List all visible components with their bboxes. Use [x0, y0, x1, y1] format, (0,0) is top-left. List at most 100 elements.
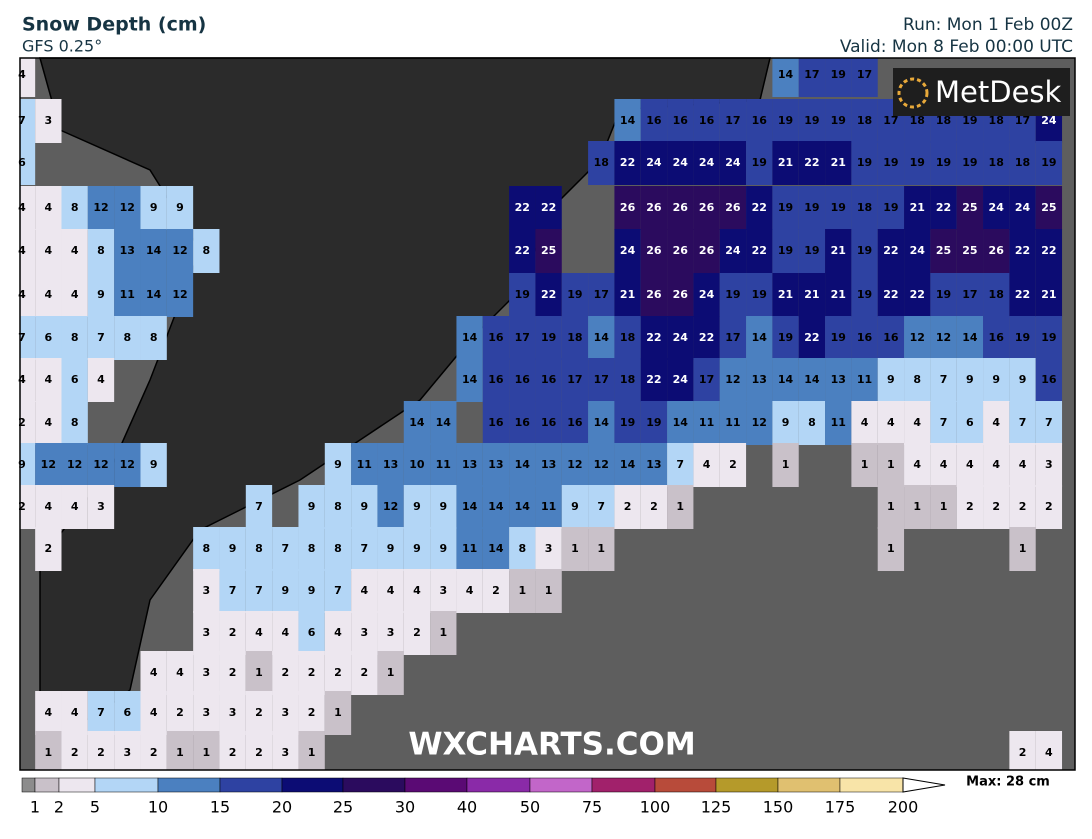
value-label: 26: [646, 201, 662, 214]
value-label: 19: [778, 201, 793, 214]
value-label: 1: [597, 542, 605, 555]
snow-cell: [772, 58, 799, 97]
snow-cell: [746, 99, 773, 143]
value-label: 6: [45, 331, 53, 344]
snow-cell: [324, 691, 352, 735]
value-label: 24: [989, 201, 1005, 214]
snow-cell: [377, 443, 404, 487]
value-label: 24: [1041, 114, 1057, 127]
snow-cell: [193, 611, 220, 655]
value-label: 8: [202, 542, 210, 555]
snow-cell: [35, 358, 62, 402]
value-label: 4: [18, 244, 26, 257]
snow-cell: [535, 485, 562, 529]
value-label: 11: [831, 416, 846, 429]
value-label: 19: [910, 156, 925, 169]
snow-cell: [956, 485, 984, 529]
snow-cell: [588, 316, 615, 360]
value-label: 7: [1019, 416, 1027, 429]
snow-cell: [825, 316, 852, 360]
snow-cell: [588, 485, 615, 529]
value-label: 19: [804, 201, 819, 214]
value-label: 3: [45, 114, 53, 127]
value-label: 2: [492, 584, 500, 597]
value-label: 18: [989, 156, 1004, 169]
snow-cell: [851, 186, 878, 230]
value-label: 9: [150, 201, 158, 214]
snow-cell: [1009, 731, 1036, 770]
value-label: 13: [646, 458, 661, 471]
value-label: 4: [940, 458, 948, 471]
snow-cell: [904, 273, 931, 317]
snow-cell: [535, 401, 562, 445]
value-label: 11: [725, 416, 740, 429]
value-label: 10: [409, 458, 425, 471]
snow-cell: [693, 358, 720, 402]
snow-cell: [904, 401, 931, 445]
value-label: 4: [255, 626, 263, 639]
value-label: 12: [567, 458, 582, 471]
value-label: 7: [97, 706, 105, 719]
snow-cell: [456, 527, 483, 571]
snow-cell: [166, 691, 194, 735]
value-label: 1: [1019, 542, 1027, 555]
snow-cell: [219, 569, 246, 613]
snow-cell: [20, 443, 36, 487]
snow-cell: [35, 691, 62, 735]
value-label: 16: [857, 331, 873, 344]
colorbar-tick-label: 175: [825, 798, 856, 817]
snow-cell: [272, 651, 299, 695]
value-label: 17: [883, 114, 898, 127]
snow-cell: [825, 401, 852, 445]
value-label: 3: [97, 500, 105, 513]
value-label: 14: [488, 500, 504, 513]
value-label: 4: [703, 458, 711, 471]
snow-cell: [20, 99, 36, 143]
value-label: 7: [597, 500, 605, 513]
value-label: 17: [699, 373, 714, 386]
value-label: 13: [462, 458, 477, 471]
snow-cell: [772, 186, 799, 230]
value-label: 3: [360, 626, 368, 639]
value-label: 19: [883, 156, 898, 169]
snow-cell: [35, 186, 62, 230]
snow-cell: [272, 731, 299, 770]
value-label: 4: [413, 584, 421, 597]
snow-cell: [956, 401, 984, 445]
snow-cell: [535, 316, 562, 360]
value-label: 19: [620, 416, 635, 429]
snow-cell: [245, 651, 273, 695]
value-label: 16: [673, 114, 689, 127]
snow-cell: [746, 358, 773, 402]
value-label: 22: [515, 201, 530, 214]
snow-cell: [272, 611, 299, 655]
value-label: 14: [778, 373, 794, 386]
snow-cell: [640, 273, 668, 317]
snow-cell: [851, 273, 878, 317]
snow-cell: [193, 229, 220, 273]
value-label: 24: [620, 244, 636, 257]
value-label: 26: [673, 201, 689, 214]
snow-cell: [1009, 141, 1036, 185]
value-label: 8: [71, 201, 79, 214]
snow-cell: [798, 316, 826, 360]
snow-cell: [166, 731, 194, 770]
value-label: 17: [567, 373, 582, 386]
value-label: 8: [518, 542, 526, 555]
colorbar-segment: [219, 777, 283, 793]
value-label: 3: [202, 584, 210, 597]
value-label: 19: [541, 331, 556, 344]
snow-cell: [430, 485, 457, 529]
value-label: 13: [752, 373, 767, 386]
snow-cell: [430, 569, 457, 613]
value-label: 4: [45, 244, 53, 257]
snow-cell: [956, 273, 984, 317]
value-label: 2: [308, 666, 316, 679]
snow-cell: [640, 99, 668, 143]
value-label: 4: [861, 416, 869, 429]
value-label: 7: [97, 331, 105, 344]
value-label: 22: [620, 156, 635, 169]
snow-cell: [746, 186, 773, 230]
value-label: 4: [466, 584, 474, 597]
value-label: 21: [831, 156, 846, 169]
